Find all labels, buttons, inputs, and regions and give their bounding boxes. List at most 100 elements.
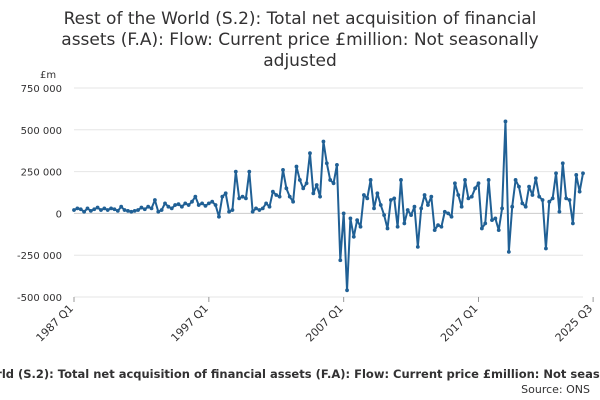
data-point-66 — [294, 164, 299, 169]
data-point-40 — [206, 201, 211, 206]
y-tick-label-0: 750 000 — [21, 84, 62, 95]
data-point-130 — [510, 204, 515, 209]
data-point-74 — [321, 139, 326, 144]
data-point-124 — [490, 218, 494, 222]
data-point-99 — [405, 208, 410, 212]
data-point-123 — [486, 178, 491, 182]
data-point-137 — [533, 176, 538, 181]
data-point-26 — [159, 208, 164, 212]
data-point-89 — [372, 206, 376, 211]
data-point-9 — [102, 206, 107, 211]
data-point-14 — [119, 204, 124, 209]
y-tick-label-5: -500 000 — [17, 293, 62, 304]
data-point-125 — [493, 216, 498, 221]
y-tick-label-4: -250 000 — [17, 251, 62, 262]
data-point-129 — [506, 249, 511, 254]
data-point-53 — [250, 209, 255, 214]
data-point-67 — [297, 178, 302, 182]
data-point-112 — [449, 214, 454, 219]
data-point-87 — [365, 196, 370, 201]
data-point-42 — [213, 203, 218, 207]
data-point-7 — [95, 205, 100, 210]
data-point-58 — [267, 204, 272, 209]
data-point-43 — [217, 214, 221, 219]
data-point-91 — [378, 203, 383, 207]
data-point-32 — [179, 204, 184, 209]
data-point-52 — [247, 169, 252, 174]
data-point-68 — [301, 186, 306, 191]
data-point-134 — [523, 204, 528, 209]
data-point-104 — [422, 193, 427, 197]
source-label: Source: ONS — [521, 383, 590, 396]
data-point-76 — [328, 178, 333, 182]
chart-title-line-1: Rest of the World (S.2): Total net acqui… — [64, 9, 537, 29]
data-point-29 — [169, 206, 174, 211]
data-point-78 — [335, 163, 339, 167]
data-point-121 — [479, 226, 484, 231]
data-point-114 — [456, 193, 461, 197]
data-point-64 — [287, 194, 292, 199]
data-point-72 — [314, 183, 319, 187]
data-point-49 — [237, 196, 242, 201]
data-point-136 — [530, 193, 535, 197]
data-point-107 — [432, 228, 437, 233]
data-point-126 — [496, 228, 501, 233]
data-point-27 — [163, 201, 167, 206]
data-point-69 — [304, 181, 309, 186]
data-point-13 — [115, 208, 120, 213]
data-point-101 — [412, 204, 417, 209]
data-point-30 — [173, 203, 178, 207]
data-point-113 — [453, 181, 457, 186]
data-point-24 — [153, 198, 157, 202]
data-point-23 — [149, 206, 154, 211]
data-point-131 — [513, 178, 518, 182]
data-point-77 — [331, 181, 336, 186]
data-point-71 — [311, 191, 316, 196]
data-point-149 — [574, 173, 579, 177]
data-point-75 — [324, 161, 329, 166]
data-point-59 — [270, 189, 275, 194]
data-point-10 — [105, 208, 110, 212]
data-point-47 — [230, 208, 235, 212]
y-axis-ticks: 750 000 500 000 250 000 0 -250 000 -500 000 — [17, 84, 62, 304]
data-point-21 — [142, 207, 147, 212]
data-point-127 — [500, 206, 504, 211]
data-point-110 — [442, 209, 447, 214]
data-point-132 — [517, 184, 521, 189]
data-point-60 — [274, 193, 279, 197]
y-tick-label-3: 0 — [56, 209, 62, 220]
data-point-115 — [459, 204, 464, 209]
data-point-145 — [560, 161, 565, 166]
data-point-120 — [476, 181, 481, 186]
data-point-38 — [200, 201, 204, 206]
x-tick-label-2: 2007 Q1 — [303, 302, 346, 345]
data-point-138 — [537, 194, 542, 199]
data-point-34 — [186, 203, 191, 207]
data-point-82 — [348, 216, 353, 221]
data-point-140 — [544, 246, 548, 251]
data-point-70 — [308, 151, 312, 156]
data-point-25 — [156, 209, 161, 214]
data-point-65 — [291, 199, 296, 204]
data-point-81 — [345, 288, 349, 293]
data-point-16 — [126, 208, 130, 213]
data-point-12 — [112, 207, 117, 212]
data-point-62 — [281, 168, 285, 172]
data-point-83 — [351, 234, 356, 239]
data-point-116 — [463, 178, 467, 182]
data-point-85 — [358, 224, 363, 229]
data-point-93 — [385, 226, 390, 231]
data-point-135 — [527, 184, 531, 189]
data-point-20 — [139, 205, 144, 210]
data-point-139 — [540, 198, 545, 202]
data-point-117 — [466, 196, 471, 201]
data-point-100 — [409, 213, 413, 217]
data-point-28 — [166, 204, 171, 209]
data-point-79 — [338, 258, 343, 263]
data-points — [72, 119, 585, 293]
data-point-109 — [439, 224, 444, 229]
x-axis-ticks: 1987 Q1 1997 Q1 2007 Q1 2017 Q1 2025 Q3 — [34, 297, 595, 345]
data-point-84 — [355, 218, 360, 222]
data-point-105 — [426, 203, 430, 207]
